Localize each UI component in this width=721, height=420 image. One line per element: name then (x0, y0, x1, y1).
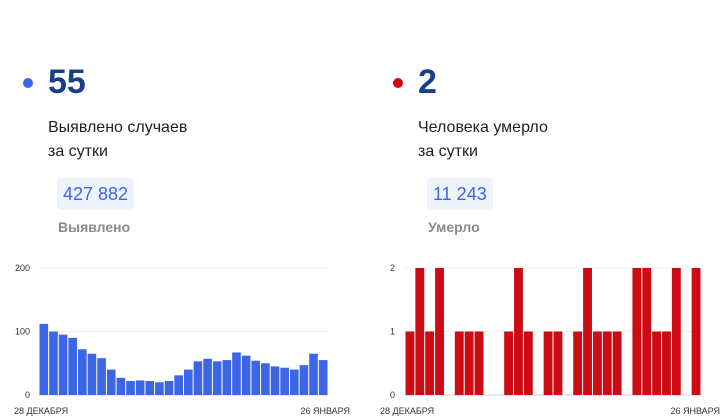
cases-chart-bar (184, 369, 193, 395)
deaths-chart-bar (474, 331, 484, 395)
cases-chart-bar (78, 349, 87, 395)
cases-chart-bar (68, 337, 78, 395)
cases-chart-bar (106, 369, 116, 395)
cases-chart-bar (270, 366, 280, 395)
deaths-caption-line1: Человека умерло (418, 119, 548, 136)
deaths-chart-x-end-label: 26 ЯНВАРЯ (670, 406, 720, 416)
cases-chart-bar (155, 382, 164, 395)
cases-chart-bar (164, 381, 174, 395)
deaths-chart-y-tick-label: 1 (390, 327, 395, 337)
cases-chart-bar (203, 358, 212, 395)
cases-caption: Выявлено случаев за сутки (48, 116, 187, 164)
deaths-chart-bar (691, 268, 701, 395)
cases-caption-line1: Выявлено случаев (48, 119, 188, 136)
deaths-dot (393, 78, 403, 88)
deaths-chart-bar (573, 331, 583, 395)
cases-chart-bar (251, 360, 261, 395)
cases-chart-bar (232, 352, 241, 395)
cases-chart-bar (318, 360, 328, 395)
deaths-chart-bar (415, 268, 425, 395)
cases-chart-bar (280, 367, 289, 395)
deaths-chart-bar (671, 268, 681, 395)
deaths-chart-bar (662, 331, 671, 395)
cases-chart-x-end-label: 26 ЯНВАРЯ (300, 406, 350, 416)
cases-chart-bar (116, 377, 126, 395)
cases-chart-bar (222, 360, 232, 395)
deaths-chart-bar (642, 268, 652, 395)
cases-total: 427 882 (57, 178, 135, 210)
cases-chart-bar (193, 361, 203, 395)
cases-chart-bar (126, 381, 135, 395)
cases-dot (23, 78, 33, 88)
cases-chart-bar (241, 355, 251, 395)
cases-chart-bar (135, 380, 145, 395)
deaths-count: 2 (418, 63, 437, 101)
deaths-chart-x-start-label: 28 ДЕКАБРЯ (380, 406, 434, 416)
deaths-total: 11 243 (427, 178, 493, 210)
deaths-chart-y-tick-label: 0 (390, 390, 395, 400)
cases-chart-bar (261, 363, 270, 395)
cases-chart-bar (212, 361, 222, 395)
deaths-chart-bar (553, 331, 563, 395)
deaths-chart-bar (632, 268, 642, 395)
cases-total-label: Выявлено (58, 219, 131, 235)
cases-chart: 0 100 200 28 ДЕКАБРЯ 26 ЯНВАРЯ (14, 263, 350, 416)
deaths-chart-bar (454, 331, 464, 395)
cases-chart-bar (174, 375, 183, 395)
deaths-caption: Человека умерло за сутки (418, 116, 548, 164)
deaths-chart: 0 1 2 28 ДЕКАБРЯ 26 ЯНВАРЯ (380, 263, 720, 416)
cases-chart-y-tick-label: 100 (15, 327, 30, 337)
cases-chart-bar (87, 353, 97, 395)
cases-chart-x-start-label: 28 ДЕКАБРЯ (14, 406, 68, 416)
cases-chart-bar (309, 353, 318, 395)
cases-chart-bar (145, 381, 155, 395)
deaths-chart-bar (543, 331, 553, 395)
cases-chart-bar (299, 365, 309, 395)
deaths-chart-bar (514, 268, 523, 395)
cases-chart-bar (97, 358, 106, 395)
cases-chart-bar (58, 334, 68, 395)
deaths-chart-bar (583, 268, 592, 395)
deaths-chart-bar (592, 331, 602, 395)
cases-chart-y-tick-label: 0 (25, 390, 30, 400)
cases-chart-bar (289, 369, 299, 395)
cases-caption-line2: за сутки (48, 143, 108, 160)
cases-chart-bar (39, 323, 49, 395)
cases-panel: 55 Выявлено случаев за сутки 427 882 Выя… (0, 0, 360, 420)
deaths-total-label: Умерло (428, 219, 480, 235)
deaths-chart-bar (602, 331, 612, 395)
deaths-chart-bar (425, 331, 435, 395)
deaths-chart-bar (612, 331, 622, 395)
deaths-chart-bar (652, 331, 662, 395)
cases-chart-bar (49, 331, 58, 395)
deaths-chart-bar (435, 268, 444, 395)
deaths-chart-bar (464, 331, 474, 395)
deaths-chart-bar (405, 331, 415, 395)
cases-count: 55 (48, 63, 86, 101)
deaths-chart-y-tick-label: 2 (390, 263, 395, 273)
deaths-chart-bar (504, 331, 514, 395)
deaths-panel: 2 Человека умерло за сутки 11 243 Умерло… (370, 0, 721, 420)
deaths-caption-line2: за сутки (418, 143, 478, 160)
deaths-chart-bar (523, 331, 533, 395)
cases-chart-y-tick-label: 200 (15, 263, 30, 273)
